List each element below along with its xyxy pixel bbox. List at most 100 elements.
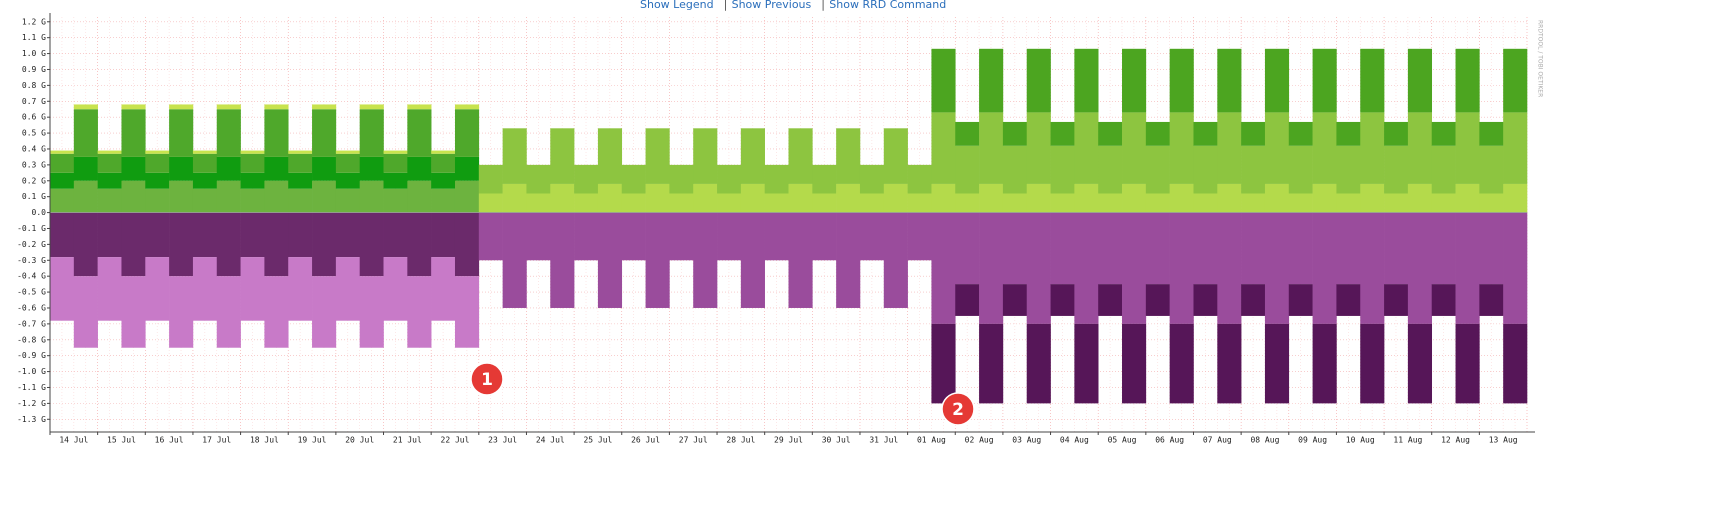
area-segment	[1407, 212, 1433, 324]
y-tick-label: 0.6 G	[22, 113, 46, 122]
area-segment	[145, 188, 170, 213]
link[interactable]: Show Previous	[732, 0, 812, 11]
area-segment	[645, 183, 670, 213]
area-segment	[359, 156, 384, 181]
link[interactable]: Show RRD Command	[829, 0, 946, 11]
area-segment	[431, 150, 456, 154]
marker-label: 2	[952, 400, 964, 420]
area-segment	[1479, 212, 1504, 285]
area-segment	[1241, 284, 1266, 316]
area-segment	[1455, 212, 1480, 324]
area-segment	[50, 188, 75, 213]
area-segment	[1193, 284, 1218, 316]
x-tick-label: 25 Jul	[583, 436, 612, 445]
area-segment	[1026, 48, 1051, 113]
area-segment	[526, 164, 551, 194]
y-tick-label: -1.2 G	[17, 399, 46, 408]
y-tick-label: 0.4 G	[22, 144, 46, 153]
area-segment	[407, 109, 432, 157]
area-segment	[288, 212, 313, 258]
area-segment	[1407, 48, 1433, 113]
area-segment	[383, 150, 408, 154]
area-segment	[73, 180, 98, 213]
area-segment	[454, 104, 480, 110]
x-tick-label: 11 Aug	[1393, 436, 1422, 445]
y-tick-label: -1.1 G	[17, 383, 46, 392]
x-tick-label: 02 Aug	[965, 436, 994, 445]
x-tick-label: 18 Jul	[250, 436, 279, 445]
area-segment	[1407, 183, 1433, 213]
area-segment	[526, 193, 551, 213]
area-segment	[288, 150, 313, 154]
area-segment	[812, 212, 837, 261]
x-tick-label: 07 Aug	[1203, 436, 1232, 445]
area-segment	[169, 109, 194, 157]
area-segment	[169, 212, 194, 277]
x-tick-label: 01 Aug	[917, 436, 946, 445]
area-segment	[169, 180, 194, 213]
area-segment	[1455, 323, 1480, 404]
y-tick-label: 1.2 G	[22, 17, 46, 26]
area-segment	[240, 172, 265, 189]
x-tick-label: 03 Aug	[1012, 436, 1041, 445]
area-segment	[1455, 183, 1480, 213]
area-segment	[359, 104, 384, 110]
area-segment	[597, 212, 623, 308]
area-segment	[836, 183, 861, 213]
area-segment	[192, 257, 218, 321]
area-segment	[1288, 193, 1313, 213]
area-segment	[121, 180, 146, 213]
area-segment	[1241, 145, 1266, 194]
area-segment	[97, 188, 122, 213]
area-segment	[859, 193, 885, 213]
area-segment	[1217, 323, 1242, 404]
area-segment	[1002, 145, 1028, 194]
y-tick-label: -0.6 G	[17, 303, 46, 312]
area-segment	[478, 193, 503, 213]
area-segment	[121, 109, 146, 157]
area-segment	[669, 193, 694, 213]
area-segment	[1074, 323, 1099, 404]
area-segment	[1479, 145, 1504, 194]
x-tick-label: 13 Aug	[1489, 436, 1518, 445]
area-segment	[240, 188, 265, 213]
area-segment	[383, 188, 408, 213]
x-tick-label: 10 Aug	[1346, 436, 1375, 445]
area-segment	[288, 257, 313, 321]
area-segment	[621, 212, 646, 261]
y-tick-label: -0.8 G	[17, 335, 46, 344]
area-segment	[955, 212, 980, 285]
area-segment	[621, 193, 646, 213]
area-segment	[50, 212, 75, 258]
area-segment	[97, 172, 122, 189]
x-tick-label: 30 Jul	[822, 436, 851, 445]
area-segment	[1384, 212, 1409, 285]
area-segment	[1026, 112, 1051, 184]
area-segment	[312, 180, 337, 213]
x-tick-label: 09 Aug	[1298, 436, 1327, 445]
area-segment	[383, 172, 408, 189]
area-segment	[192, 172, 218, 189]
area-segment	[1479, 121, 1504, 146]
area-segment	[121, 212, 146, 277]
y-tick-label: 0.7 G	[22, 97, 46, 106]
x-tick-label: 12 Aug	[1441, 436, 1470, 445]
area-segment	[669, 164, 694, 194]
marker-badge	[470, 362, 504, 396]
area-segment	[693, 128, 718, 184]
area-segment	[1074, 183, 1099, 213]
area-segment	[1241, 212, 1266, 285]
x-tick-label: 31 Jul	[869, 436, 898, 445]
area-segment	[216, 212, 241, 277]
area-segment	[359, 212, 384, 277]
area-segment	[1169, 323, 1194, 404]
link[interactable]: Show Legend	[640, 0, 714, 11]
area-segment	[312, 109, 337, 157]
area-segment	[1431, 212, 1456, 285]
area-segment	[431, 212, 456, 258]
area-segment	[97, 257, 122, 321]
area-segment	[1122, 112, 1147, 184]
area-segment	[1264, 48, 1290, 113]
area-segment	[73, 156, 98, 181]
area-segment	[1002, 193, 1028, 213]
